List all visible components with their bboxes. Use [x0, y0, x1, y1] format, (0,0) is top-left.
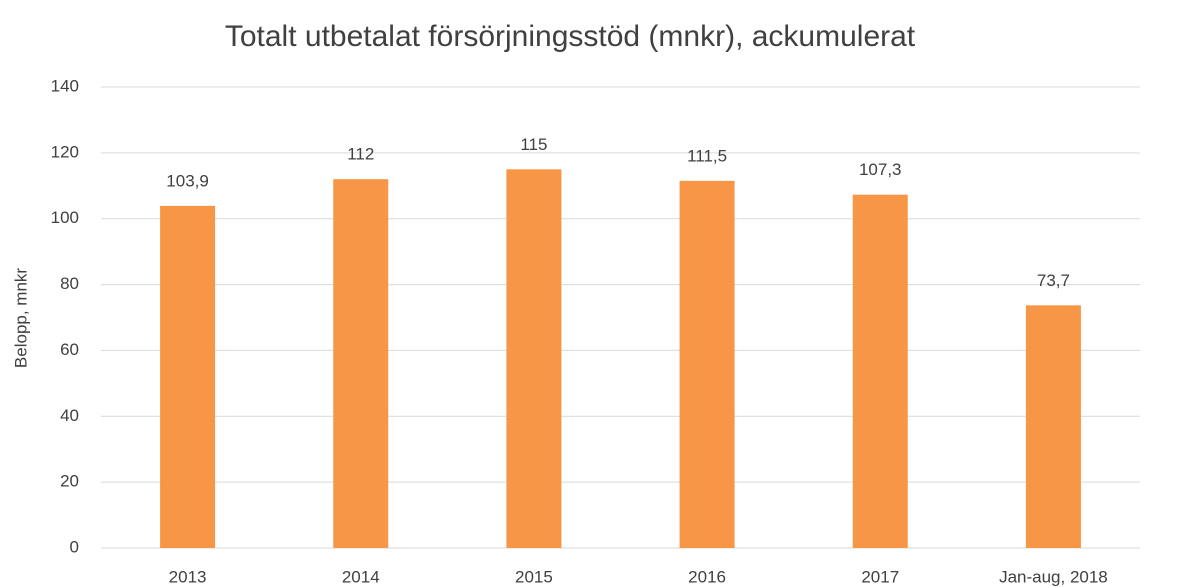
- bar: [506, 169, 562, 549]
- x-tick-label: 2016: [688, 567, 726, 586]
- y-tick-label: 120: [51, 142, 79, 161]
- x-tick-label: 2013: [169, 567, 207, 586]
- bar: [1025, 305, 1081, 548]
- y-tick-label: 0: [70, 537, 79, 556]
- y-tick-label: 100: [51, 208, 79, 227]
- data-label: 73,7: [1037, 271, 1070, 290]
- bar: [160, 205, 216, 549]
- y-tick-label: 20: [60, 472, 79, 491]
- y-axis-label: Belopp, mnkr: [11, 268, 30, 368]
- y-tick-label: 60: [60, 340, 79, 359]
- x-tick-label: 2015: [515, 567, 553, 586]
- x-tick-label: Jan-aug, 2018: [999, 567, 1108, 586]
- chart-title: Totalt utbetalat försörjningsstöd (mnkr)…: [225, 20, 916, 53]
- bar: [333, 179, 389, 548]
- bar: [679, 180, 735, 548]
- bar: [852, 194, 908, 548]
- y-tick-label: 140: [51, 76, 79, 95]
- data-label: 115: [520, 135, 547, 154]
- x-tick-label: 2017: [861, 567, 899, 586]
- data-label: 103,9: [166, 171, 209, 190]
- x-tick-label: 2014: [342, 567, 380, 586]
- data-label: 111,5: [687, 146, 727, 165]
- y-tick-label: 80: [60, 274, 79, 293]
- data-label: 107,3: [859, 160, 902, 179]
- y-tick-label: 40: [60, 406, 79, 425]
- data-label: 112: [347, 145, 374, 164]
